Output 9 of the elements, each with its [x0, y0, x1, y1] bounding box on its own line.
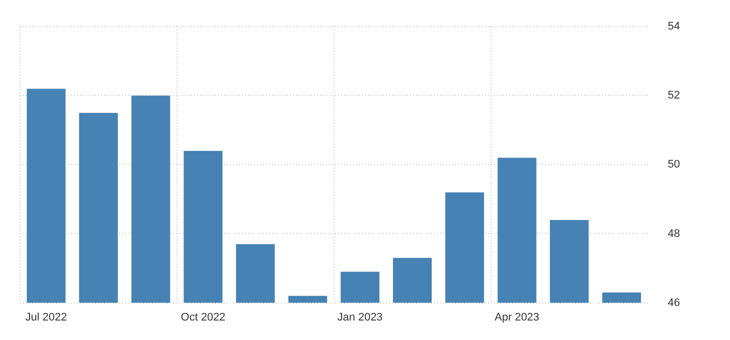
x-tick-label: Jan 2023: [337, 311, 383, 324]
y-tick-label: 46: [668, 296, 680, 309]
y-tick-label: 48: [668, 228, 680, 240]
y-tick-label: 54: [668, 20, 680, 33]
x-tick-label: Oct 2022: [180, 311, 226, 324]
y-tick-label: 52: [668, 90, 680, 102]
x-tick-label: Apr 2023: [494, 311, 540, 324]
x-tick-label: Jul 2022: [25, 311, 67, 324]
y-tick-label: 50: [668, 158, 680, 171]
